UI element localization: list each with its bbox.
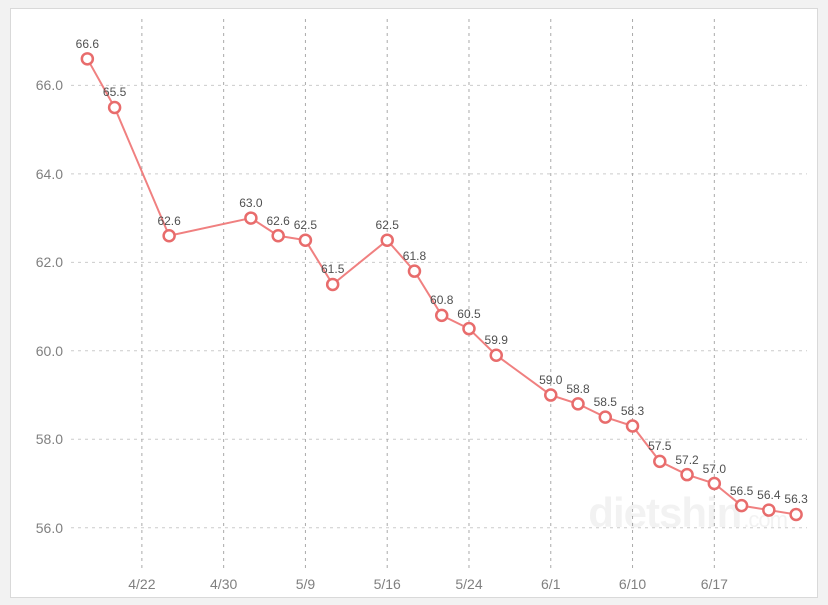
data-point-label: 57.2 (675, 453, 698, 467)
data-point-label: 56.4 (757, 488, 780, 502)
x-tick-label: 6/10 (619, 576, 646, 592)
data-point-label: 60.5 (457, 307, 480, 321)
data-point-label: 62.6 (266, 214, 289, 228)
data-point-label: 65.5 (103, 85, 126, 99)
data-point-label: 62.6 (157, 214, 180, 228)
data-point-label: 58.8 (566, 382, 589, 396)
x-tick-label: 5/24 (455, 576, 482, 592)
data-point-label: 61.8 (403, 249, 426, 263)
data-point-label: 63.0 (239, 196, 262, 210)
plot-area: 56.058.060.062.064.066.04/224/305/95/165… (71, 19, 807, 572)
data-point-label: 66.6 (76, 37, 99, 51)
x-tick-label: 4/30 (210, 576, 237, 592)
weight-chart: 56.0 58.0 60.0 62.0 64.0 66.0 4/22 4/30 5/9 5/16 5… (10, 8, 818, 598)
data-point-label: 59.9 (485, 333, 508, 347)
data-point-label: 59.0 (539, 373, 562, 387)
x-tick-label: 6/1 (541, 576, 560, 592)
data-point-label: 56.3 (784, 492, 807, 506)
data-point-label: 62.5 (376, 218, 399, 232)
data-point-label: 57.0 (703, 462, 726, 476)
data-point-label: 58.5 (594, 395, 617, 409)
data-point-label: 57.5 (648, 439, 671, 453)
y-tick-label: 58.0 (36, 431, 63, 447)
data-point-label: 56.5 (730, 484, 753, 498)
data-point-label: 62.5 (294, 218, 317, 232)
data-point-label: 61.5 (321, 262, 344, 276)
y-tick-label: 60.0 (36, 343, 63, 359)
y-tick-label: 64.0 (36, 166, 63, 182)
x-tick-label: 6/17 (701, 576, 728, 592)
x-tick-label: 5/16 (374, 576, 401, 592)
y-tick-label: 62.0 (36, 254, 63, 270)
x-tick-label: 4/22 (128, 576, 155, 592)
data-point-label: 58.3 (621, 404, 644, 418)
y-tick-label: 56.0 (36, 520, 63, 536)
y-tick-label: 66.0 (36, 77, 63, 93)
data-point-label: 60.8 (430, 293, 453, 307)
x-tick-label: 5/9 (296, 576, 315, 592)
